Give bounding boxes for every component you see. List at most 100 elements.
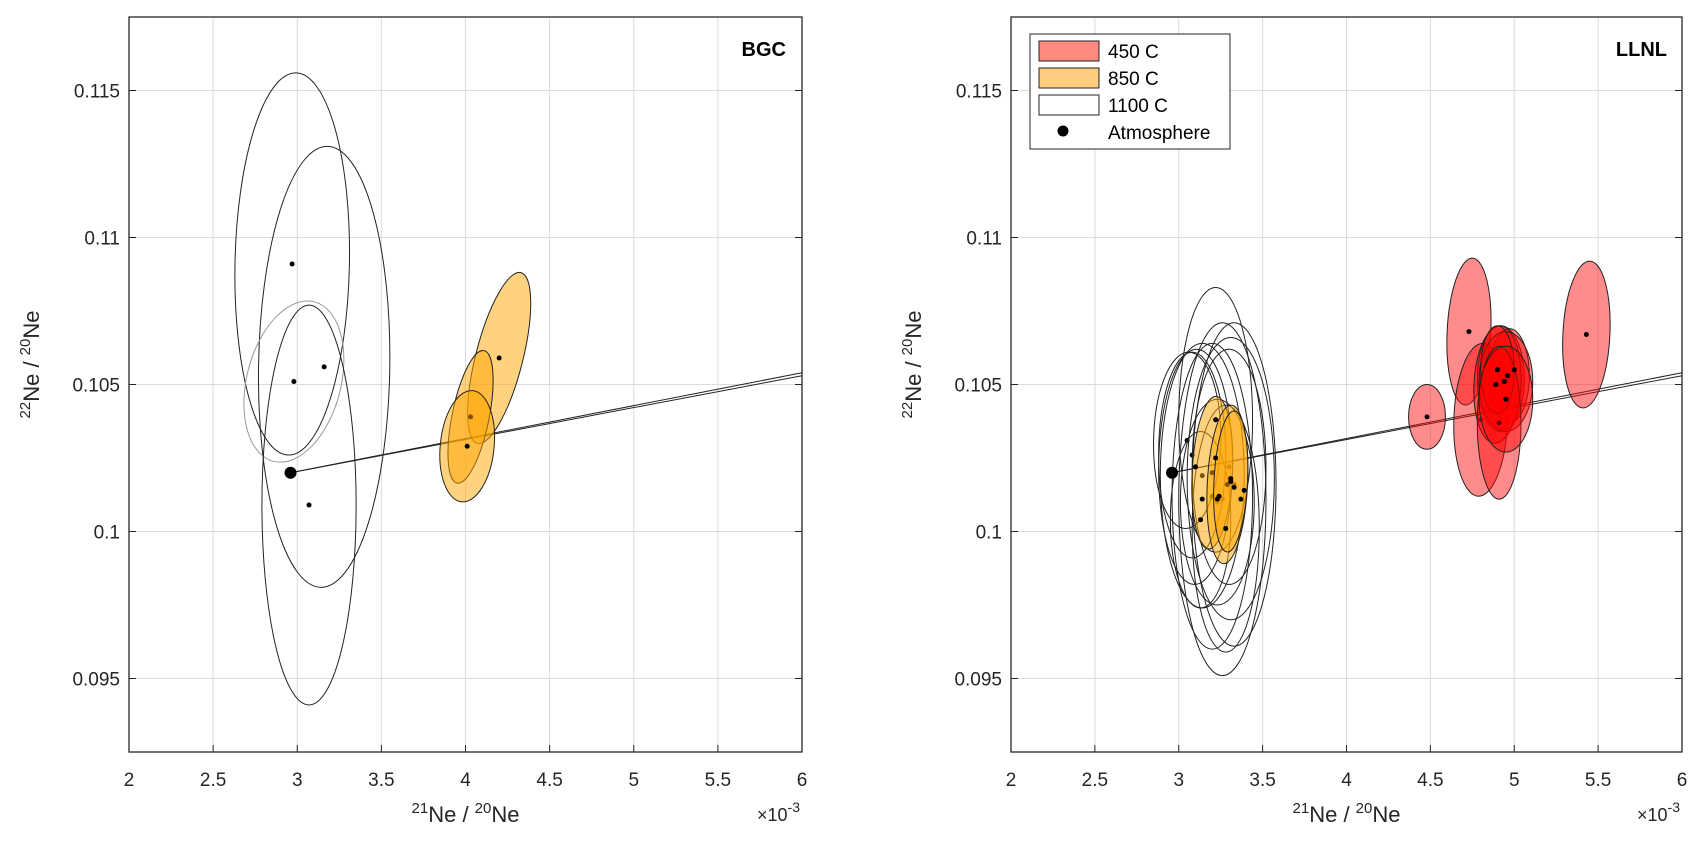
x-tick-label: 4.5 [536, 770, 562, 791]
superscript: 20 [17, 339, 34, 356]
label-text: Ne / [428, 802, 474, 827]
x-axis-label: 21Ne / 20Ne [1293, 800, 1401, 827]
label-text: Ne [1372, 802, 1400, 827]
data-point [289, 261, 295, 267]
x-tick-label: 4 [1341, 770, 1352, 791]
x-tick-label: 6 [797, 770, 808, 791]
data-point [1199, 496, 1205, 502]
x-tick-label: 2.5 [1082, 770, 1108, 791]
error-ellipse [1186, 336, 1275, 621]
data-point [1496, 420, 1502, 426]
data-point [1503, 396, 1509, 402]
x-exponent-label: ×10-3 [1637, 799, 1680, 825]
exponent-base: ×10 [757, 805, 788, 825]
x-axis-label: 21Ne / 20Ne [412, 800, 520, 827]
data-point [306, 502, 312, 508]
data-point [1241, 487, 1247, 493]
y-axis-label: 22Ne / 20Ne [17, 311, 44, 419]
series-450c [1408, 257, 1611, 500]
x-tick-label: 5 [628, 770, 639, 791]
plot-area: 2 2.5 3 3.5 4 4.5 5 5.5 6 0.095 0.1 0.105 0.11 0.115 2… [17, 16, 808, 827]
y-tick-label: 0.115 [74, 82, 120, 103]
error-ellipse [234, 72, 351, 456]
data-point [1228, 476, 1234, 482]
x-tick-label: 2.5 [200, 770, 226, 791]
data-point [321, 364, 327, 370]
panel-title: BGC [742, 39, 786, 61]
label-text: Ne [901, 311, 926, 339]
data-point [464, 443, 470, 449]
data-point [1213, 455, 1219, 461]
legend-label-450c: 450 C [1108, 42, 1159, 63]
x-exponent-label: ×10-3 [757, 799, 800, 825]
data-point [1583, 332, 1589, 338]
superscript: 21 [412, 800, 429, 817]
data-point [1424, 414, 1430, 420]
error-ellipse [1191, 404, 1260, 653]
x-tick-label: 4 [460, 770, 471, 791]
y-tick-label: 0.1 [976, 523, 1002, 544]
y-tick-label: 0.105 [954, 376, 1002, 397]
error-ellipse [261, 304, 357, 706]
superscript: 20 [899, 339, 916, 356]
superscript: 20 [475, 800, 492, 817]
legend[interactable]: 450 C 850 C 1100 C Atmosphere [1029, 33, 1231, 150]
series-850c [1191, 395, 1249, 565]
legend-swatch-450c [1038, 40, 1100, 62]
error-ellipse [243, 300, 345, 463]
y-tick-label: 0.095 [954, 670, 1002, 691]
data-point [1223, 526, 1229, 532]
legend-label-1100c: 1100 C [1108, 96, 1168, 117]
y-tick-label: 0.105 [72, 376, 120, 397]
legend-swatch-850c [1038, 67, 1100, 89]
label-text: Ne / [1309, 802, 1355, 827]
superscript: 22 [899, 402, 916, 419]
x-tick-label: 3 [1173, 770, 1184, 791]
x-tick-label: 6 [1677, 770, 1688, 791]
data-point [1505, 373, 1511, 379]
exponent-power: -3 [1668, 799, 1681, 815]
superscript: 21 [1293, 800, 1310, 817]
data-point [1493, 382, 1499, 387]
data-point [291, 379, 297, 385]
series-850c [439, 271, 532, 503]
x-tick-label: 3.5 [368, 770, 394, 791]
data-point [1214, 496, 1220, 502]
superscript: 20 [1356, 800, 1373, 817]
y-tick-label: 0.11 [84, 229, 120, 250]
superscript: 22 [17, 402, 34, 419]
data-point [1511, 367, 1517, 373]
data-point [1498, 376, 1504, 382]
data-point [1494, 367, 1500, 373]
x-tick-label: 5.5 [705, 770, 731, 791]
panel-title: LLNL [1616, 39, 1667, 61]
data-point [1231, 484, 1237, 490]
y-tick-label: 0.11 [966, 229, 1002, 250]
x-tick-label: 4.5 [1417, 770, 1443, 791]
mixing-line [1171, 375, 1682, 474]
atmosphere-point [284, 466, 297, 479]
data-point [1501, 379, 1507, 385]
exponent-base: ×10 [1637, 805, 1668, 825]
y-tick-label: 0.115 [956, 82, 1002, 103]
x-tick-label: 3.5 [1249, 770, 1275, 791]
y-axis-label: 22Ne / 20Ne [899, 311, 926, 419]
data-point [1198, 517, 1204, 523]
error-ellipse [1178, 322, 1267, 677]
exponent-power: -3 [788, 799, 801, 815]
data-layer [1153, 257, 1682, 677]
legend-swatch-1100c [1038, 94, 1100, 116]
y-tick-label: 0.095 [72, 670, 120, 691]
data-point [1213, 417, 1219, 423]
atmosphere-point [1166, 466, 1179, 479]
error-ellipse [257, 145, 391, 588]
legend-marker-atmosphere [1057, 125, 1069, 137]
x-tick-label: 5.5 [1585, 770, 1611, 791]
series-1100c [234, 72, 391, 706]
legend-label-atmosphere: Atmosphere [1108, 123, 1210, 144]
error-ellipse [1171, 342, 1254, 650]
y-tick-label: 0.1 [94, 523, 120, 544]
data-point [1193, 464, 1199, 470]
x-tick-label: 3 [292, 770, 303, 791]
